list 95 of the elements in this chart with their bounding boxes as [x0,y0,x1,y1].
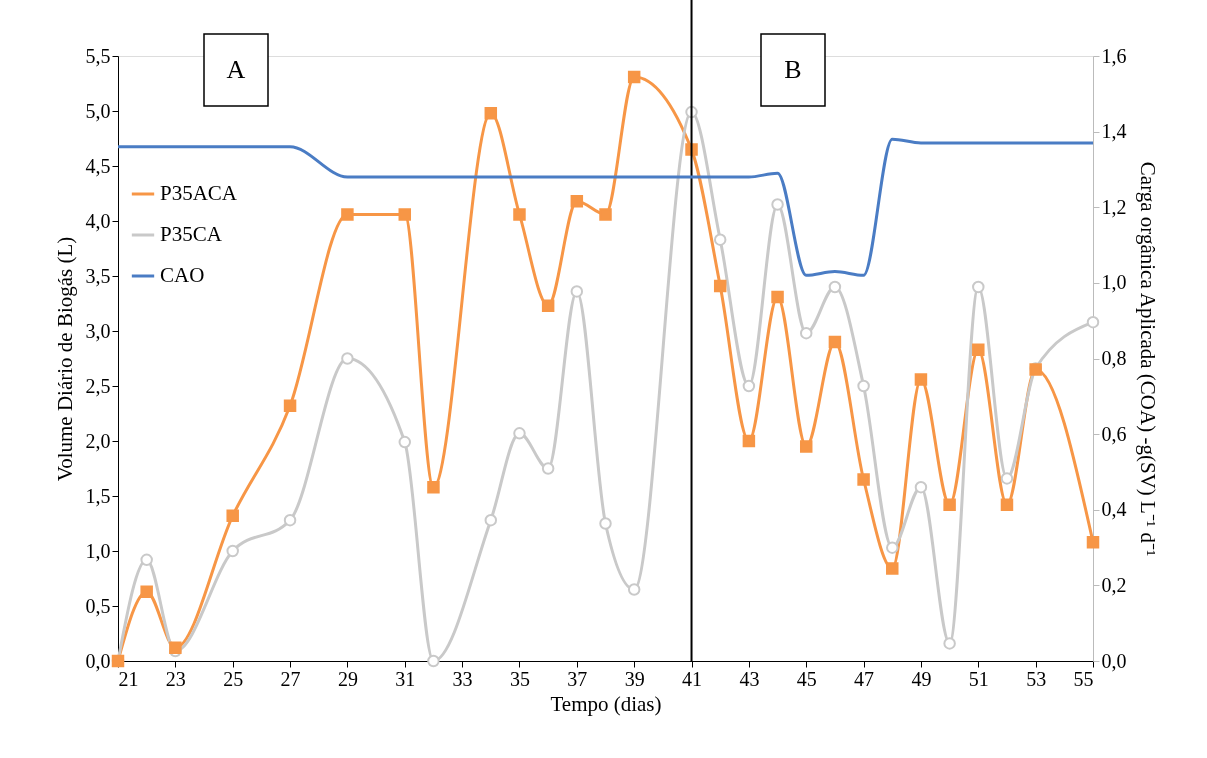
x-tick-label: 47 [854,667,875,690]
point [226,544,239,558]
x-tick-label: 53 [1026,667,1047,690]
y2-tick-label: 1,4 [1101,120,1127,143]
y-tick-label: 1,0 [85,539,111,562]
y-tick-label: 2,5 [85,374,111,397]
point [341,352,354,365]
x-tick-label: 39 [624,667,645,690]
y2-tick-label: 0,8 [1101,347,1127,369]
annotation: B [784,55,802,84]
legend-label: CAO [160,263,205,287]
point [972,343,985,356]
y-tick-label: 3,0 [85,319,111,342]
y2-tick-label: 0,6 [1101,422,1127,445]
x-tick-label: 29 [337,667,358,690]
point [1086,315,1100,329]
point [283,399,297,413]
point [627,70,641,84]
x-tick-label: 25 [223,667,244,690]
point [943,498,956,512]
x-tick-label: 45 [796,667,817,690]
point [828,280,842,294]
point [484,513,498,527]
y-tick-label: 0,5 [85,594,111,617]
point [914,480,928,494]
y2-tick-label: 1,6 [1101,44,1127,67]
y-tick-label: 4,0 [85,209,111,232]
point [972,280,985,294]
point [857,473,870,486]
x-tick-label: 55 [1073,667,1094,690]
y-axis-title: Volume Diário de Biogás (L) [52,236,77,482]
point [799,326,813,340]
point [627,583,641,596]
x-tick-label: 51 [968,667,989,690]
point [771,198,784,211]
point [341,208,354,221]
point [713,279,727,293]
point [713,233,727,246]
x-tick-label: 49 [911,667,932,690]
x-tick-label: 23 [165,667,186,690]
point [283,513,297,527]
point [513,208,526,221]
point [427,480,440,494]
legend-label: P35CA [160,222,223,246]
point [541,299,555,312]
y-tick-label: 4,5 [85,154,111,177]
point [886,541,899,554]
y2-tick-label: 0,0 [1101,649,1127,672]
point [599,517,612,530]
point [1086,535,1100,549]
point [570,194,584,208]
point [943,637,956,650]
point [484,106,498,120]
point [541,462,555,475]
point [742,434,756,448]
legend-label: P35ACA [160,181,238,205]
y2-tick-label: 1,2 [1101,195,1127,218]
point [398,208,412,221]
point [226,509,239,523]
y2-tick-label: 1,0 [1101,271,1127,294]
point [398,435,412,449]
point [599,208,612,221]
x-tick-label: 27 [280,667,301,690]
point [1000,498,1014,512]
point [1000,472,1014,485]
point [886,562,899,575]
point [570,285,584,298]
y2-tick-label: 0,4 [1101,498,1127,521]
x-axis-title: Tempo (dias) [550,691,662,716]
y-tick-label: 0,0 [85,649,111,672]
point [857,379,870,393]
point [828,335,842,349]
x-tick-label: 41 [682,667,703,690]
point [140,553,153,567]
y-tick-label: 5,0 [85,99,111,122]
y-tick-label: 3,5 [85,264,111,287]
point [427,654,440,668]
x-tick-label: 31 [395,667,416,690]
y-tick-label: 2,0 [85,429,111,452]
y2-tick-label: 0,2 [1101,573,1127,596]
y-tick-label: 1,5 [85,484,111,507]
point [513,427,526,440]
y2-axis-title: Carga orgânica Aplicada (COA) -g(SV) L⁻¹ d⁻¹ [1135,161,1160,557]
x-tick-label: 33 [452,667,473,690]
point [914,373,928,386]
point [771,290,784,304]
point [140,585,153,598]
y-tick-label: 5,5 [85,44,111,67]
point [742,379,756,393]
x-tick-label: 21 [118,667,139,690]
point [799,440,813,453]
annotation: A [226,55,246,84]
x-tick-label: 37 [567,667,588,690]
x-tick-label: 43 [739,667,760,690]
x-tick-label: 35 [509,667,530,690]
